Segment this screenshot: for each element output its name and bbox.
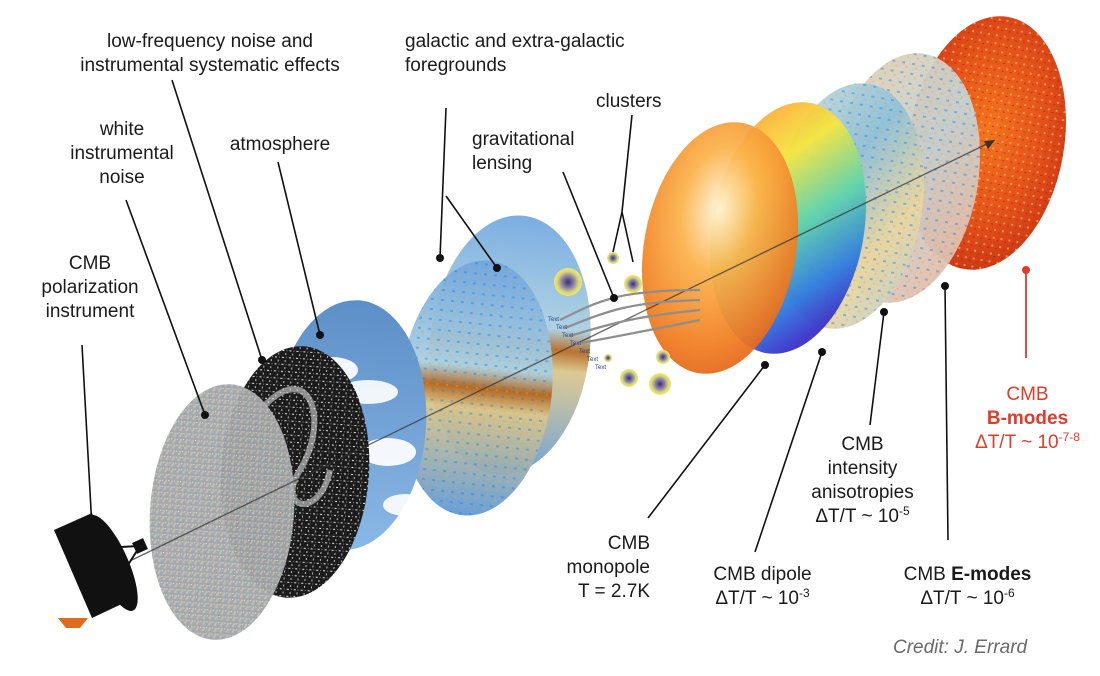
credit-text: Credit: J. Errard	[893, 637, 1028, 658]
lensing-text-1: Text	[556, 325, 567, 331]
telescope-icon	[54, 513, 148, 628]
label-intensity: CMB intensity anisotropies ΔT/T ~ 10-5	[811, 434, 914, 527]
intensity-ratio: ΔT/T ~ 10	[815, 506, 899, 527]
line-of-sight-arrowhead	[984, 140, 995, 149]
dipole-ratio: ΔT/T ~ 10	[715, 588, 799, 609]
lensing-tiny-texts: Text Text Text Text Text Text Text	[548, 317, 606, 371]
label-low-frequency-noise: low-frequency noise and instrumental sys…	[80, 31, 340, 76]
label-emodes: CMB E-modes ΔT/T ~ 10-6	[880, 563, 1055, 611]
lensing-text-4: Text	[579, 349, 590, 355]
intensity-exponent: -5	[898, 504, 910, 518]
dipole-exponent: -3	[798, 586, 810, 600]
label-bmodes: CMB B-modes ΔT/T ~ 10-7-8	[975, 384, 1080, 453]
bmodes-ratio: ΔT/T ~ 10	[975, 432, 1059, 453]
line-of-sight	[131, 139, 996, 561]
bmodes-exponent: -7-8	[1058, 430, 1080, 444]
emodes-exponent: -6	[1003, 586, 1015, 600]
emodes-ratio: ΔT/T ~ 10	[920, 588, 1004, 609]
monopole-disk	[641, 122, 799, 374]
lensing-text-3: Text	[570, 341, 581, 347]
label-foregrounds: galactic and extra-galactic foregrounds	[405, 31, 625, 76]
bmodes-bold: B-modes	[986, 408, 1069, 429]
bmodes-leader-dot	[1022, 266, 1030, 274]
label-clusters: clusters	[596, 91, 662, 112]
lensing-text-0: Text	[548, 317, 559, 323]
lensing-text-6: Text	[595, 365, 606, 371]
leader-dots	[88, 254, 949, 532]
label-lensing: gravitational lensing	[472, 129, 575, 174]
label-atmosphere: atmosphere	[229, 134, 331, 155]
leader-lines	[81, 79, 949, 553]
label-instrument: CMB polarization instrument	[41, 253, 139, 322]
lensing-text-2: Text	[562, 333, 573, 339]
label-white-noise: white instrumental noise	[70, 119, 174, 188]
emodes-bold: E-modes	[951, 564, 1032, 585]
emodes-prefix: CMB	[903, 564, 952, 585]
cluster-blobs	[554, 252, 671, 395]
label-dipole: CMB dipole ΔT/T ~ 10-3	[713, 564, 812, 609]
lensing-text-5: Text	[587, 357, 598, 363]
white-noise-disk	[149, 384, 295, 640]
label-monopole: CMB monopole T = 2.7K	[566, 533, 650, 602]
